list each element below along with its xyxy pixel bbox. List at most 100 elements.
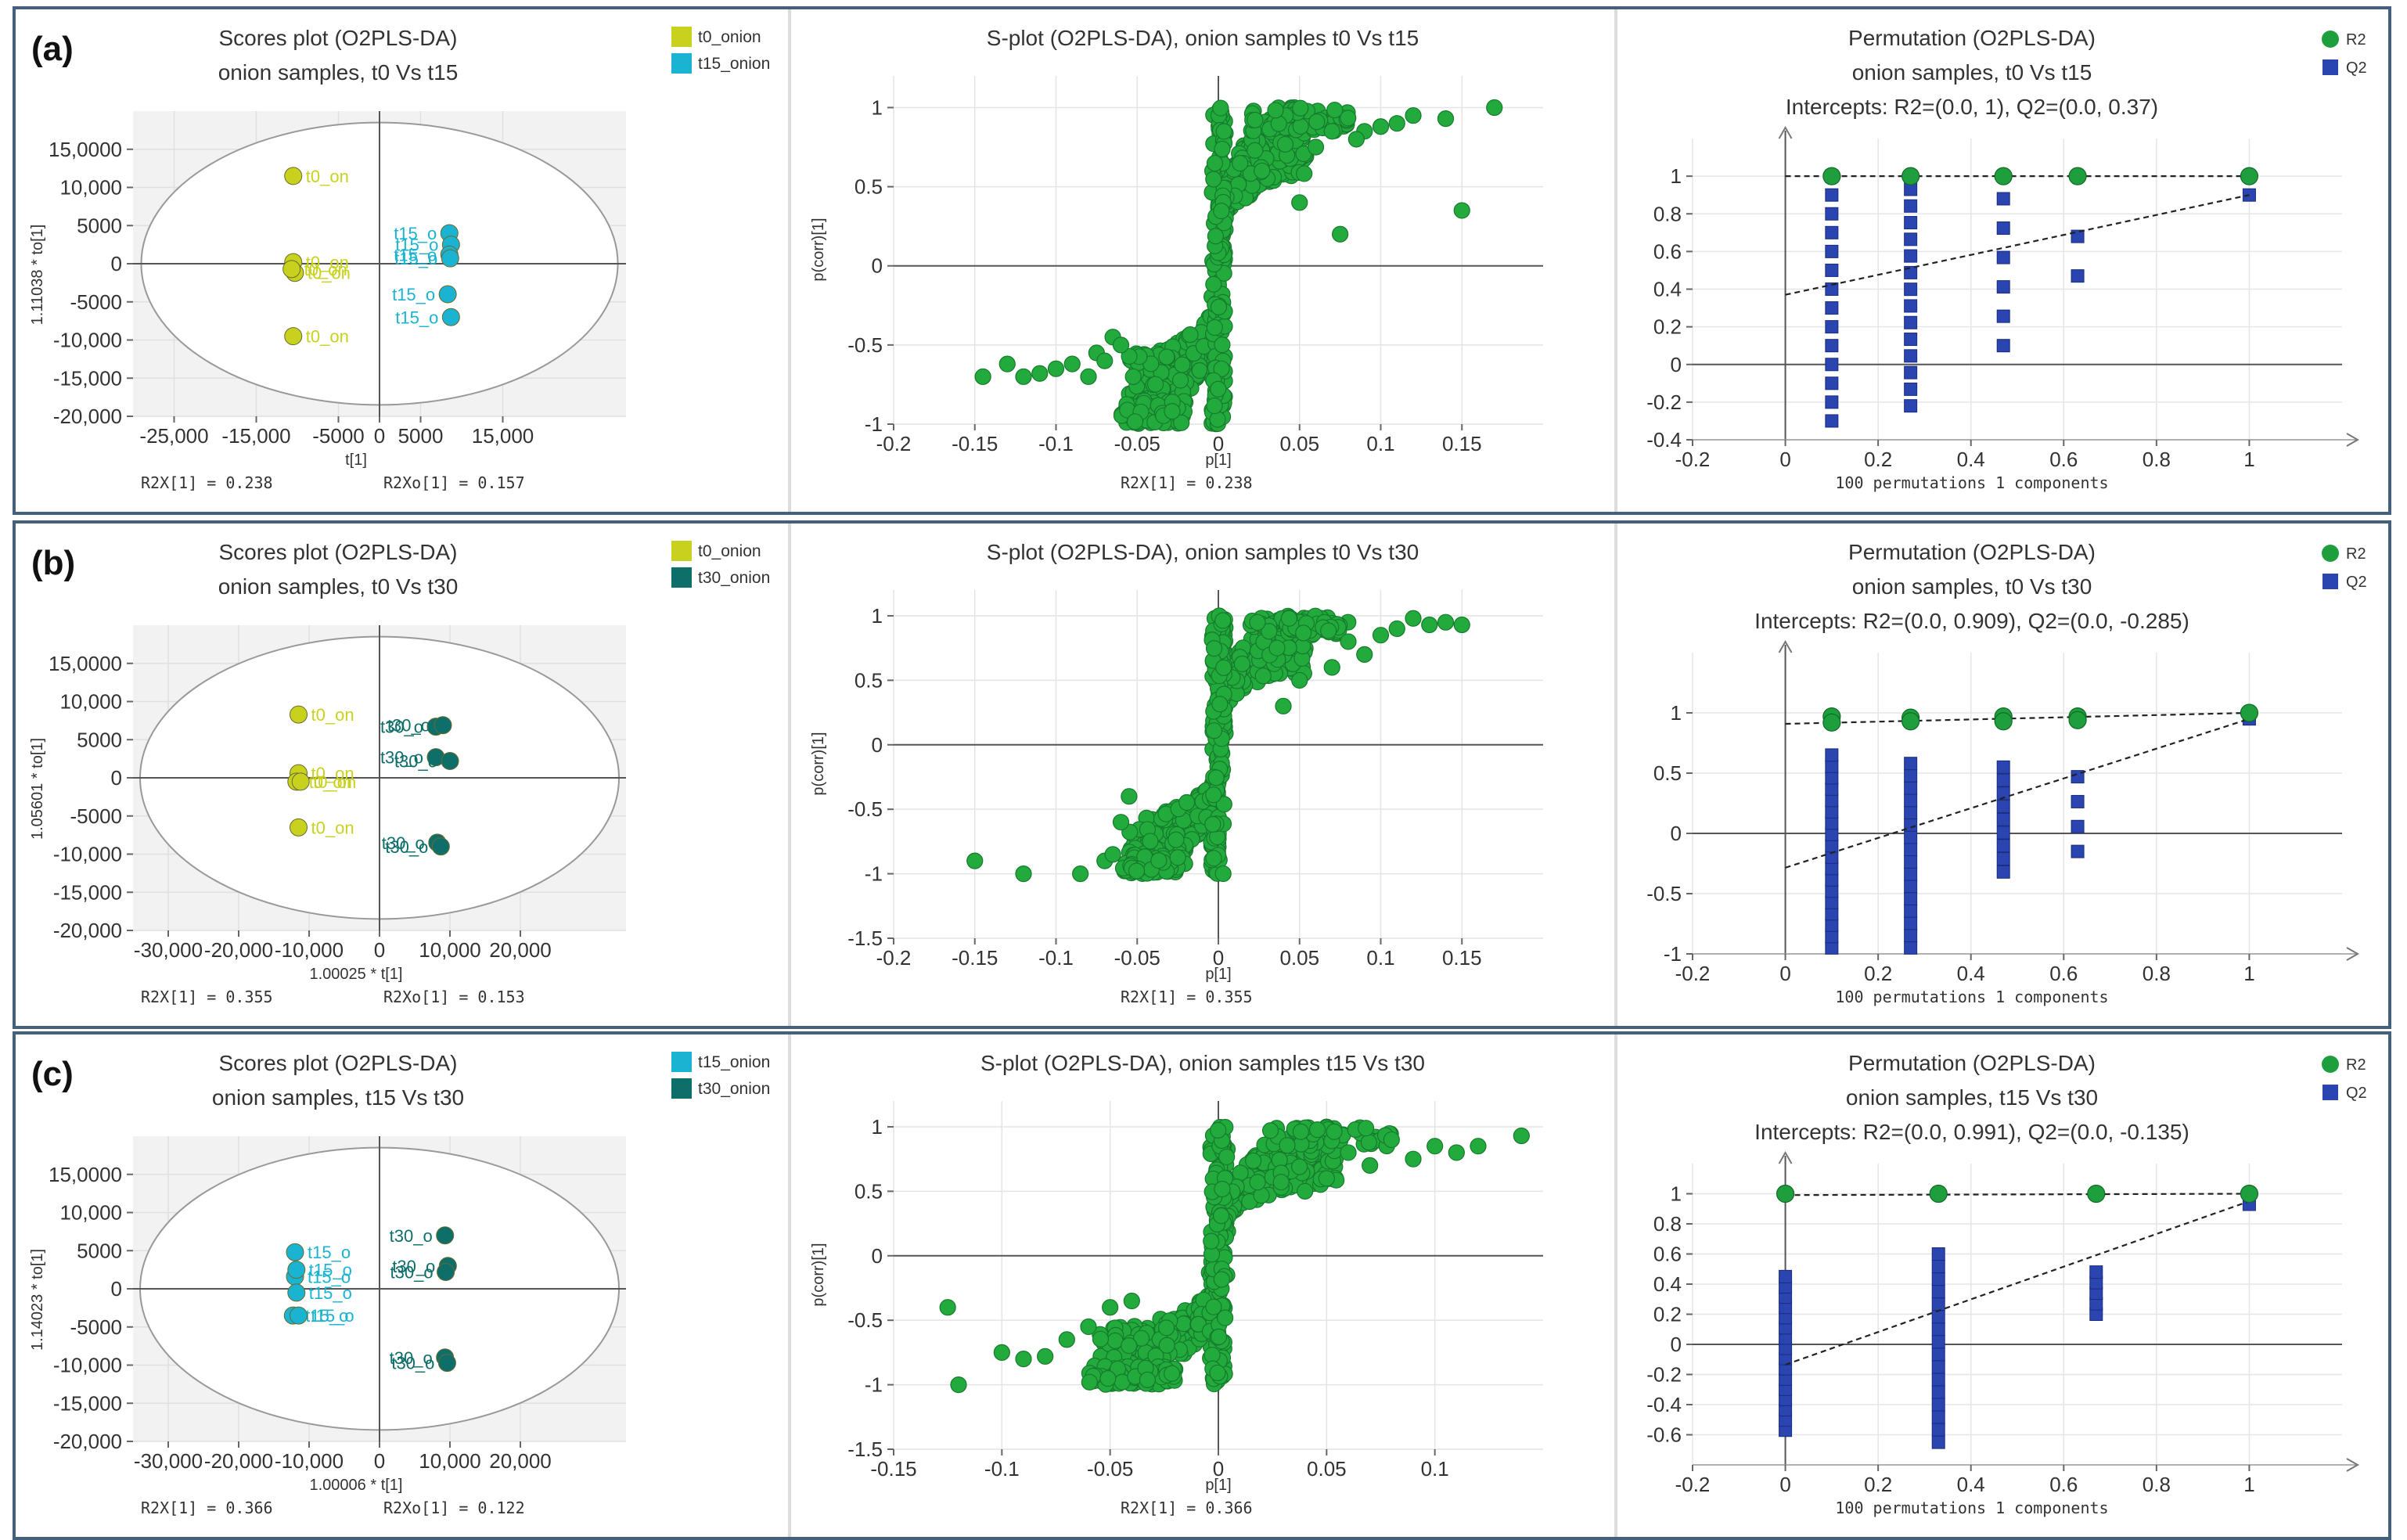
- splot-xtick-label: 0.05: [1307, 1457, 1347, 1481]
- splot-point: [1121, 788, 1138, 805]
- splot-xtick-label: 0.1: [1421, 1457, 1449, 1481]
- perm-intercepts: Intercepts: R2=(0.0, 0.991), Q2=(0.0, -0…: [1754, 1120, 2189, 1144]
- perm-r2-point: [1822, 713, 1841, 732]
- splot-point: [1291, 194, 1308, 211]
- perm-ytick-label: 0.6: [1653, 1243, 1682, 1266]
- scores-point-label: t30_o: [390, 1226, 433, 1246]
- row-label: (a): [31, 30, 74, 68]
- perm-q2-point: [1904, 757, 1918, 771]
- perm-q2-point: [1825, 884, 1839, 898]
- scores-ytick-label: 5000: [77, 214, 122, 237]
- figure-row: Scores plot (O2PLS-DA) onion samples, t0 …: [0, 6, 2407, 515]
- perm-q2-point: [1825, 244, 1839, 258]
- perm-q2-point: [1904, 382, 1918, 396]
- perm-q2-point: [1931, 1247, 1945, 1261]
- perm-q2-point: [1825, 301, 1839, 315]
- scores-point-label: t30_o: [392, 1257, 435, 1276]
- scores-point: [291, 772, 310, 791]
- splot-ytick-label: -1: [865, 862, 883, 886]
- splot-point: [1121, 1337, 1138, 1355]
- splot-xtick-label: -0.1: [1038, 946, 1074, 970]
- scores-point: [437, 1263, 455, 1282]
- scores-xlabel: 1.00006 * t[1]: [310, 1477, 403, 1494]
- splot-ytick-label: -1: [865, 1373, 883, 1397]
- splot-point: [1437, 613, 1455, 631]
- perm-xtick-label: 0: [1779, 962, 1790, 985]
- splot-point: [1308, 113, 1326, 131]
- splot-point: [1233, 655, 1250, 673]
- scores-panel: Scores plot (O2PLS-DA) onion samples, t0 …: [16, 9, 787, 512]
- splot-point: [1388, 620, 1405, 638]
- scores-xtick-label: 0: [374, 424, 385, 448]
- splot-point: [1213, 1271, 1230, 1288]
- perm-xtick-label: 0.6: [2049, 448, 2078, 471]
- splot-point: [1405, 1150, 1422, 1168]
- perm-panel: Permutation (O2PLS-DA) onion samples, t0 …: [1618, 9, 2388, 512]
- scores-plot: Scores plot (O2PLS-DA) onion samples, t0 …: [29, 540, 770, 1006]
- splot-point: [1175, 1315, 1193, 1333]
- perm-q2-point: [1931, 1335, 1945, 1349]
- perm-subtitle: onion samples, t0 Vs t30: [1852, 574, 2092, 599]
- perm-xaxis-arrow: [2346, 433, 2360, 447]
- splot-ytick-label: -1.5: [847, 927, 883, 950]
- scores-point-label: t30_o: [390, 1348, 433, 1368]
- splot-point: [1244, 1152, 1262, 1169]
- scores-panel: Scores plot (O2PLS-DA) onion samples, t15…: [16, 1034, 787, 1537]
- perm-q2-point: [1904, 830, 1918, 844]
- scores-panel: Scores plot (O2PLS-DA) onion samples, t0 …: [16, 524, 787, 1026]
- scores-legend-swatch: [671, 1052, 692, 1072]
- splot-ytick-label: 0: [872, 1244, 883, 1268]
- splot-point: [1261, 1122, 1279, 1139]
- splot-point: [1158, 1337, 1175, 1354]
- splot-panel: S-plot (O2PLS-DA), onion samples t15 Vs …: [792, 1034, 1614, 1537]
- splot-point: [1015, 1351, 1032, 1368]
- perm-chart-svg: Permutation (O2PLS-DA) onion samples, t15…: [1646, 1051, 2367, 1517]
- splot-point: [1209, 411, 1226, 428]
- splot-point: [1205, 850, 1222, 867]
- splot-point: [1270, 115, 1287, 132]
- perm-ytick-label: -0.6: [1646, 1423, 1682, 1447]
- scores-point-label: t15_o: [305, 1306, 348, 1326]
- splot-point: [1332, 225, 1349, 243]
- perm-q2-point: [1904, 249, 1918, 263]
- perm-q2-point: [1996, 786, 2010, 801]
- splot-point: [1164, 403, 1181, 420]
- splot-point: [1037, 1348, 1054, 1365]
- perm-xtick-label: 0.2: [1864, 448, 1892, 471]
- scores-ytick-label: 15,0000: [49, 1163, 122, 1186]
- perm-ytick-label: 0.6: [1653, 239, 1682, 263]
- perm-q2-point: [1904, 781, 1918, 795]
- perm-q2-point: [1904, 941, 1918, 955]
- splot-point: [1247, 111, 1264, 128]
- s-plot: S-plot (O2PLS-DA), onion samples t15 Vs …: [810, 1051, 1543, 1517]
- perm-q2-point: [1931, 1310, 1945, 1324]
- scores-point: [434, 716, 452, 735]
- scores-ytick-label: 15,0000: [49, 652, 122, 675]
- splot-point: [1486, 99, 1503, 117]
- perm-q2-point: [1825, 225, 1839, 239]
- scores-point-label: t0_on: [311, 818, 354, 837]
- perm-legend-r2-label: R2: [2346, 1056, 2366, 1074]
- scores-point-label: t0_on: [304, 260, 347, 279]
- perm-q2-point: [1904, 365, 1918, 380]
- scores-point-label: t30_o: [380, 748, 423, 768]
- splot-xtick-label: 0.15: [1442, 946, 1482, 970]
- splot-point: [1470, 1138, 1487, 1155]
- perm-q2-point: [1931, 1423, 1945, 1437]
- splot-chart-svg: S-plot (O2PLS-DA), onion samples t15 Vs …: [810, 1051, 1543, 1517]
- perm-chart-svg: Permutation (O2PLS-DA) onion samples, t0 …: [1646, 540, 2367, 1006]
- perm-q2-point: [1904, 349, 1918, 363]
- scores-point-label: t0_on: [313, 772, 356, 792]
- panel-separator: [788, 9, 791, 512]
- scores-point: [284, 167, 303, 185]
- splot-point: [1124, 368, 1142, 385]
- perm-q2-point: [1996, 309, 2010, 323]
- splot-point: [1267, 102, 1284, 119]
- splot-point: [1210, 1328, 1228, 1345]
- scores-legend-swatch: [671, 541, 692, 561]
- scores-plot: Scores plot (O2PLS-DA) onion samples, t15…: [29, 1051, 770, 1517]
- perm-q2-point: [1825, 771, 1839, 785]
- splot-ylabel: p(corr)[1]: [810, 1243, 827, 1306]
- splot-point: [1360, 1134, 1377, 1151]
- perm-xtick-label: 0.4: [1957, 1473, 1985, 1496]
